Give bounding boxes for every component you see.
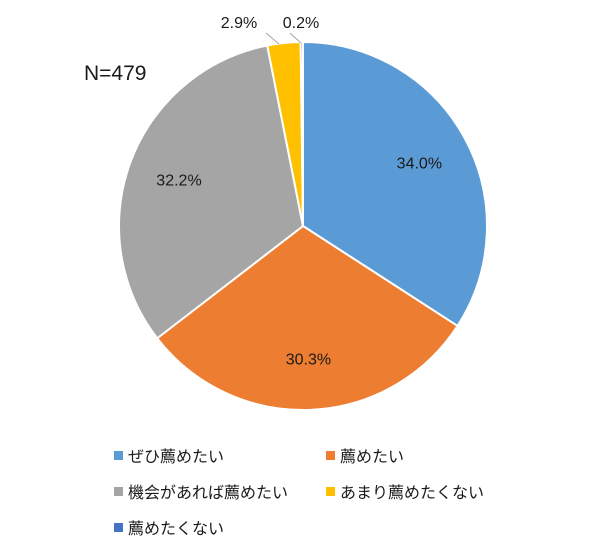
slice-value-label: 34.0%	[397, 156, 442, 173]
leader-lines	[265, 32, 302, 45]
legend-item: ぜひ薦めたい	[114, 442, 326, 468]
legend-label: あまり薦めたくない	[340, 483, 485, 502]
legend-item: 薦めたい	[326, 442, 554, 468]
leader-line	[265, 32, 280, 45]
slice-labels: 34.0% 30.3% 32.2% 2.9% 0.2%	[156, 15, 442, 368]
pie-chart: 34.0% 30.3% 32.2% 2.9% 0.2%	[118, 15, 488, 411]
legend-item: 機会があれば薦めたい	[114, 478, 326, 504]
legend-swatch	[326, 486, 335, 496]
legend-item: あまり薦めたくない	[326, 478, 554, 504]
slice-value-label: 32.2%	[156, 172, 201, 189]
leader-line	[289, 32, 302, 44]
legend-swatch	[114, 450, 123, 460]
legend-label: ぜひ薦めたい	[128, 447, 225, 466]
slice-value-label: 2.9%	[221, 15, 257, 32]
pie-slice	[118, 44, 305, 340]
legend-swatch	[114, 486, 123, 496]
legend-item: 薦めたくない	[114, 514, 326, 540]
legend-swatch	[114, 522, 123, 532]
sample-size-label: N=479	[84, 62, 147, 85]
pie-slice	[155, 224, 459, 411]
legend: ぜひ薦めたい 薦めたい 機会があれば薦めたい あまり薦めたくない 薦めたくない	[114, 442, 554, 540]
pie-slices	[118, 40, 488, 411]
slice-value-label: 0.2%	[283, 15, 319, 32]
legend-label: 薦めたい	[340, 447, 405, 466]
pie-slice	[299, 40, 304, 227]
slice-value-label: 30.3%	[286, 351, 331, 368]
legend-label: 薦めたくない	[128, 519, 225, 538]
legend-swatch	[326, 450, 335, 460]
legend-label: 機会があれば薦めたい	[128, 483, 289, 502]
